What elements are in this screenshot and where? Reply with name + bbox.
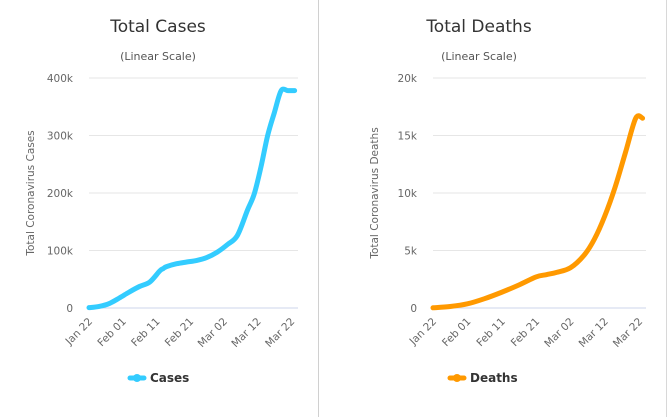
y-tick-label: 20k [398, 73, 418, 85]
x-tick-label: Mar 12 [229, 316, 263, 350]
legend-item-deaths[interactable]: Deaths [447, 371, 518, 385]
x-tick-label: Feb 21 [163, 316, 196, 349]
x-tick-label: Feb 01 [440, 316, 473, 349]
series-line-deaths [430, 113, 646, 311]
x-tick-label: Mar 02 [196, 316, 230, 350]
y-tick-label: 10k [398, 188, 418, 200]
y-tick-label: 100k [47, 246, 74, 258]
y-tick-label: 400k [47, 73, 74, 85]
legend-item-cases[interactable]: Cases [127, 371, 189, 385]
x-tick-label: Mar 12 [577, 316, 611, 350]
legend-marker [133, 374, 141, 382]
chart-title: Total Deaths [425, 17, 532, 37]
x-tick-label: Mar 02 [542, 316, 576, 350]
x-tick-label: Feb 11 [474, 316, 507, 349]
y-tick-label: 0 [410, 303, 417, 315]
y-tick-label: 300k [47, 131, 74, 143]
chart-subtitle: (Linear Scale) [441, 50, 517, 63]
chart-subtitle: (Linear Scale) [120, 50, 196, 63]
x-tick-label: Mar 22 [611, 316, 645, 350]
legend-label[interactable]: Deaths [470, 371, 518, 385]
y-axis-title: Total Coronavirus Cases [25, 130, 37, 256]
x-tick-label: Mar 22 [263, 316, 297, 350]
y-tick-label: 200k [47, 188, 74, 200]
right-edge-divider [666, 0, 667, 417]
panel-divider [318, 0, 319, 417]
x-tick-label: Jan 22 [63, 316, 95, 348]
y-tick-label: 15k [398, 131, 418, 143]
y-axis-title: Total Coronavirus Deaths [369, 127, 381, 259]
series-line-cases [86, 86, 298, 311]
legend-label[interactable]: Cases [150, 371, 189, 385]
total-deaths-chart-svg: Total Deaths (Linear Scale) 0 5k 10k 15k 20k To… [369, 17, 646, 385]
chart-title: Total Cases [109, 17, 206, 37]
total-cases-chart-svg: Total Cases (Linear Scale) 0 100k 200k 300k 40… [25, 17, 298, 385]
x-tick-label: Jan 22 [407, 316, 439, 348]
total-cases-chart: Total Cases (Linear Scale) 0 100k 200k 300k 40… [0, 0, 318, 417]
legend-marker [453, 374, 461, 382]
x-tick-label: Feb 11 [129, 316, 162, 349]
y-tick-label: 0 [66, 303, 73, 315]
y-tick-label: 5k [404, 246, 418, 258]
x-tick-label: Feb 01 [95, 316, 128, 349]
total-deaths-chart: Total Deaths (Linear Scale) 0 5k 10k 15k 20k To… [320, 0, 669, 417]
x-tick-label: Feb 21 [509, 316, 542, 349]
